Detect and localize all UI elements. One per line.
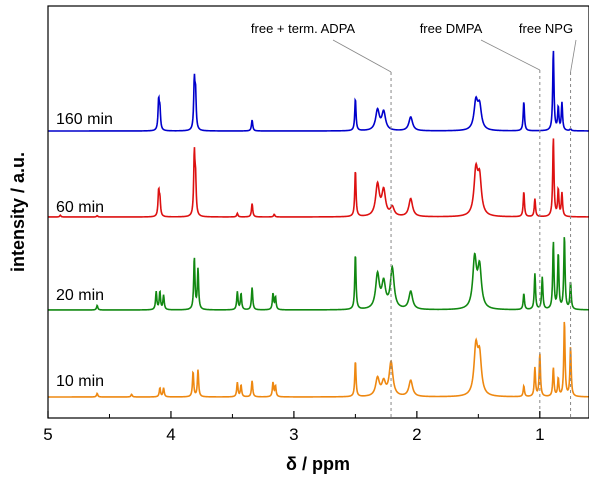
series-label: 10 min — [56, 373, 104, 390]
x-tick-label: 1 — [535, 425, 544, 444]
annotation-connector — [570, 39, 577, 73]
series-line-10-min — [48, 321, 589, 398]
series-label: 160 min — [56, 111, 113, 128]
reference-line-label: free NPG — [519, 21, 573, 36]
annotation-connector — [332, 39, 392, 73]
reference-line-label: free DMPA — [420, 21, 483, 36]
x-axis: 5 4 3 2 1 — [43, 411, 545, 444]
series-label: 20 min — [56, 287, 104, 304]
plot-frame — [47, 5, 589, 419]
x-axis-title: δ / ppm — [286, 454, 350, 474]
series-line-160-min — [48, 50, 589, 132]
series-line-60-min — [48, 138, 589, 218]
x-tick-label: 2 — [412, 425, 421, 444]
annotation-connector — [480, 39, 540, 71]
x-tick-label: 5 — [43, 425, 52, 444]
series-line-20-min — [47, 237, 589, 311]
x-tick-label: 3 — [289, 425, 298, 444]
reference-line-label: free + term. ADPA — [251, 21, 355, 36]
plot-area: 160 min 60 min 20 min 10 min free + term. AD… — [47, 21, 589, 418]
series-label: 60 min — [56, 199, 104, 216]
y-axis-title: intensity / a.u. — [8, 152, 28, 272]
x-tick-label: 4 — [166, 425, 175, 444]
